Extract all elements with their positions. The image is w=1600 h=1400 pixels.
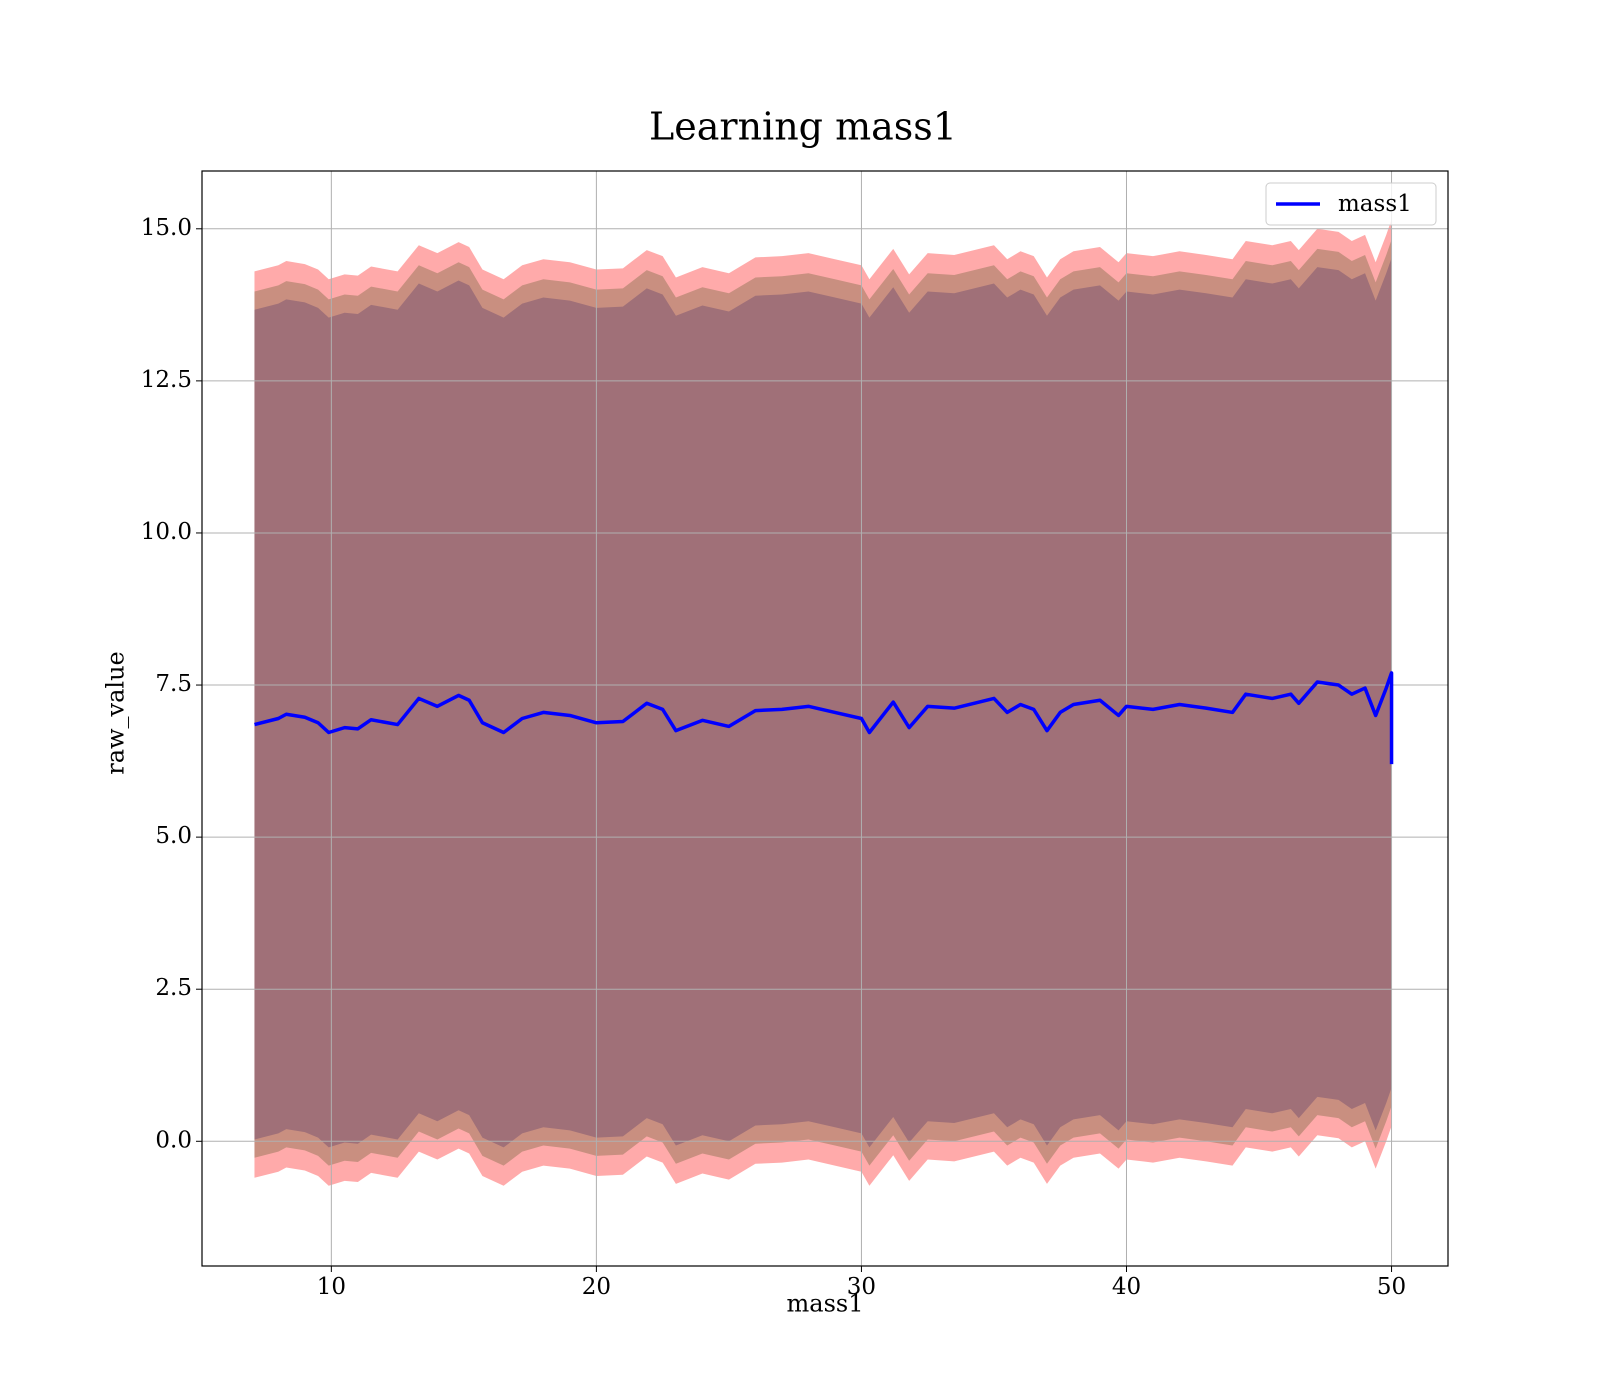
band — [254, 257, 1392, 1180]
x-tick-label: 20 — [582, 1274, 611, 1300]
chart-title: Learning mass1 — [649, 105, 957, 149]
x-tick-label: 10 — [317, 1274, 346, 1300]
y-tick-label: 5.0 — [155, 823, 192, 849]
y-tick-label: 2.5 — [155, 975, 192, 1001]
line — [254, 671, 1394, 765]
y-tick-label: 12.5 — [141, 367, 192, 393]
y-tick-label: 0.0 — [155, 1127, 192, 1153]
y-tick-label: 10.0 — [141, 519, 192, 545]
y-tick-label: 7.5 — [155, 671, 192, 697]
legend-box — [1265, 182, 1437, 226]
legend-label: mass1 — [1338, 191, 1412, 217]
y-tick-label: 15.0 — [141, 215, 192, 241]
x-tick-label: 30 — [847, 1274, 876, 1300]
x-tick-label: 40 — [1112, 1274, 1141, 1300]
y-axis-label: raw_value — [102, 651, 130, 775]
plot-frame — [201, 170, 1449, 1267]
x-tick-label: 50 — [1377, 1274, 1406, 1300]
x-axis-label: mass1 — [787, 1290, 864, 1318]
